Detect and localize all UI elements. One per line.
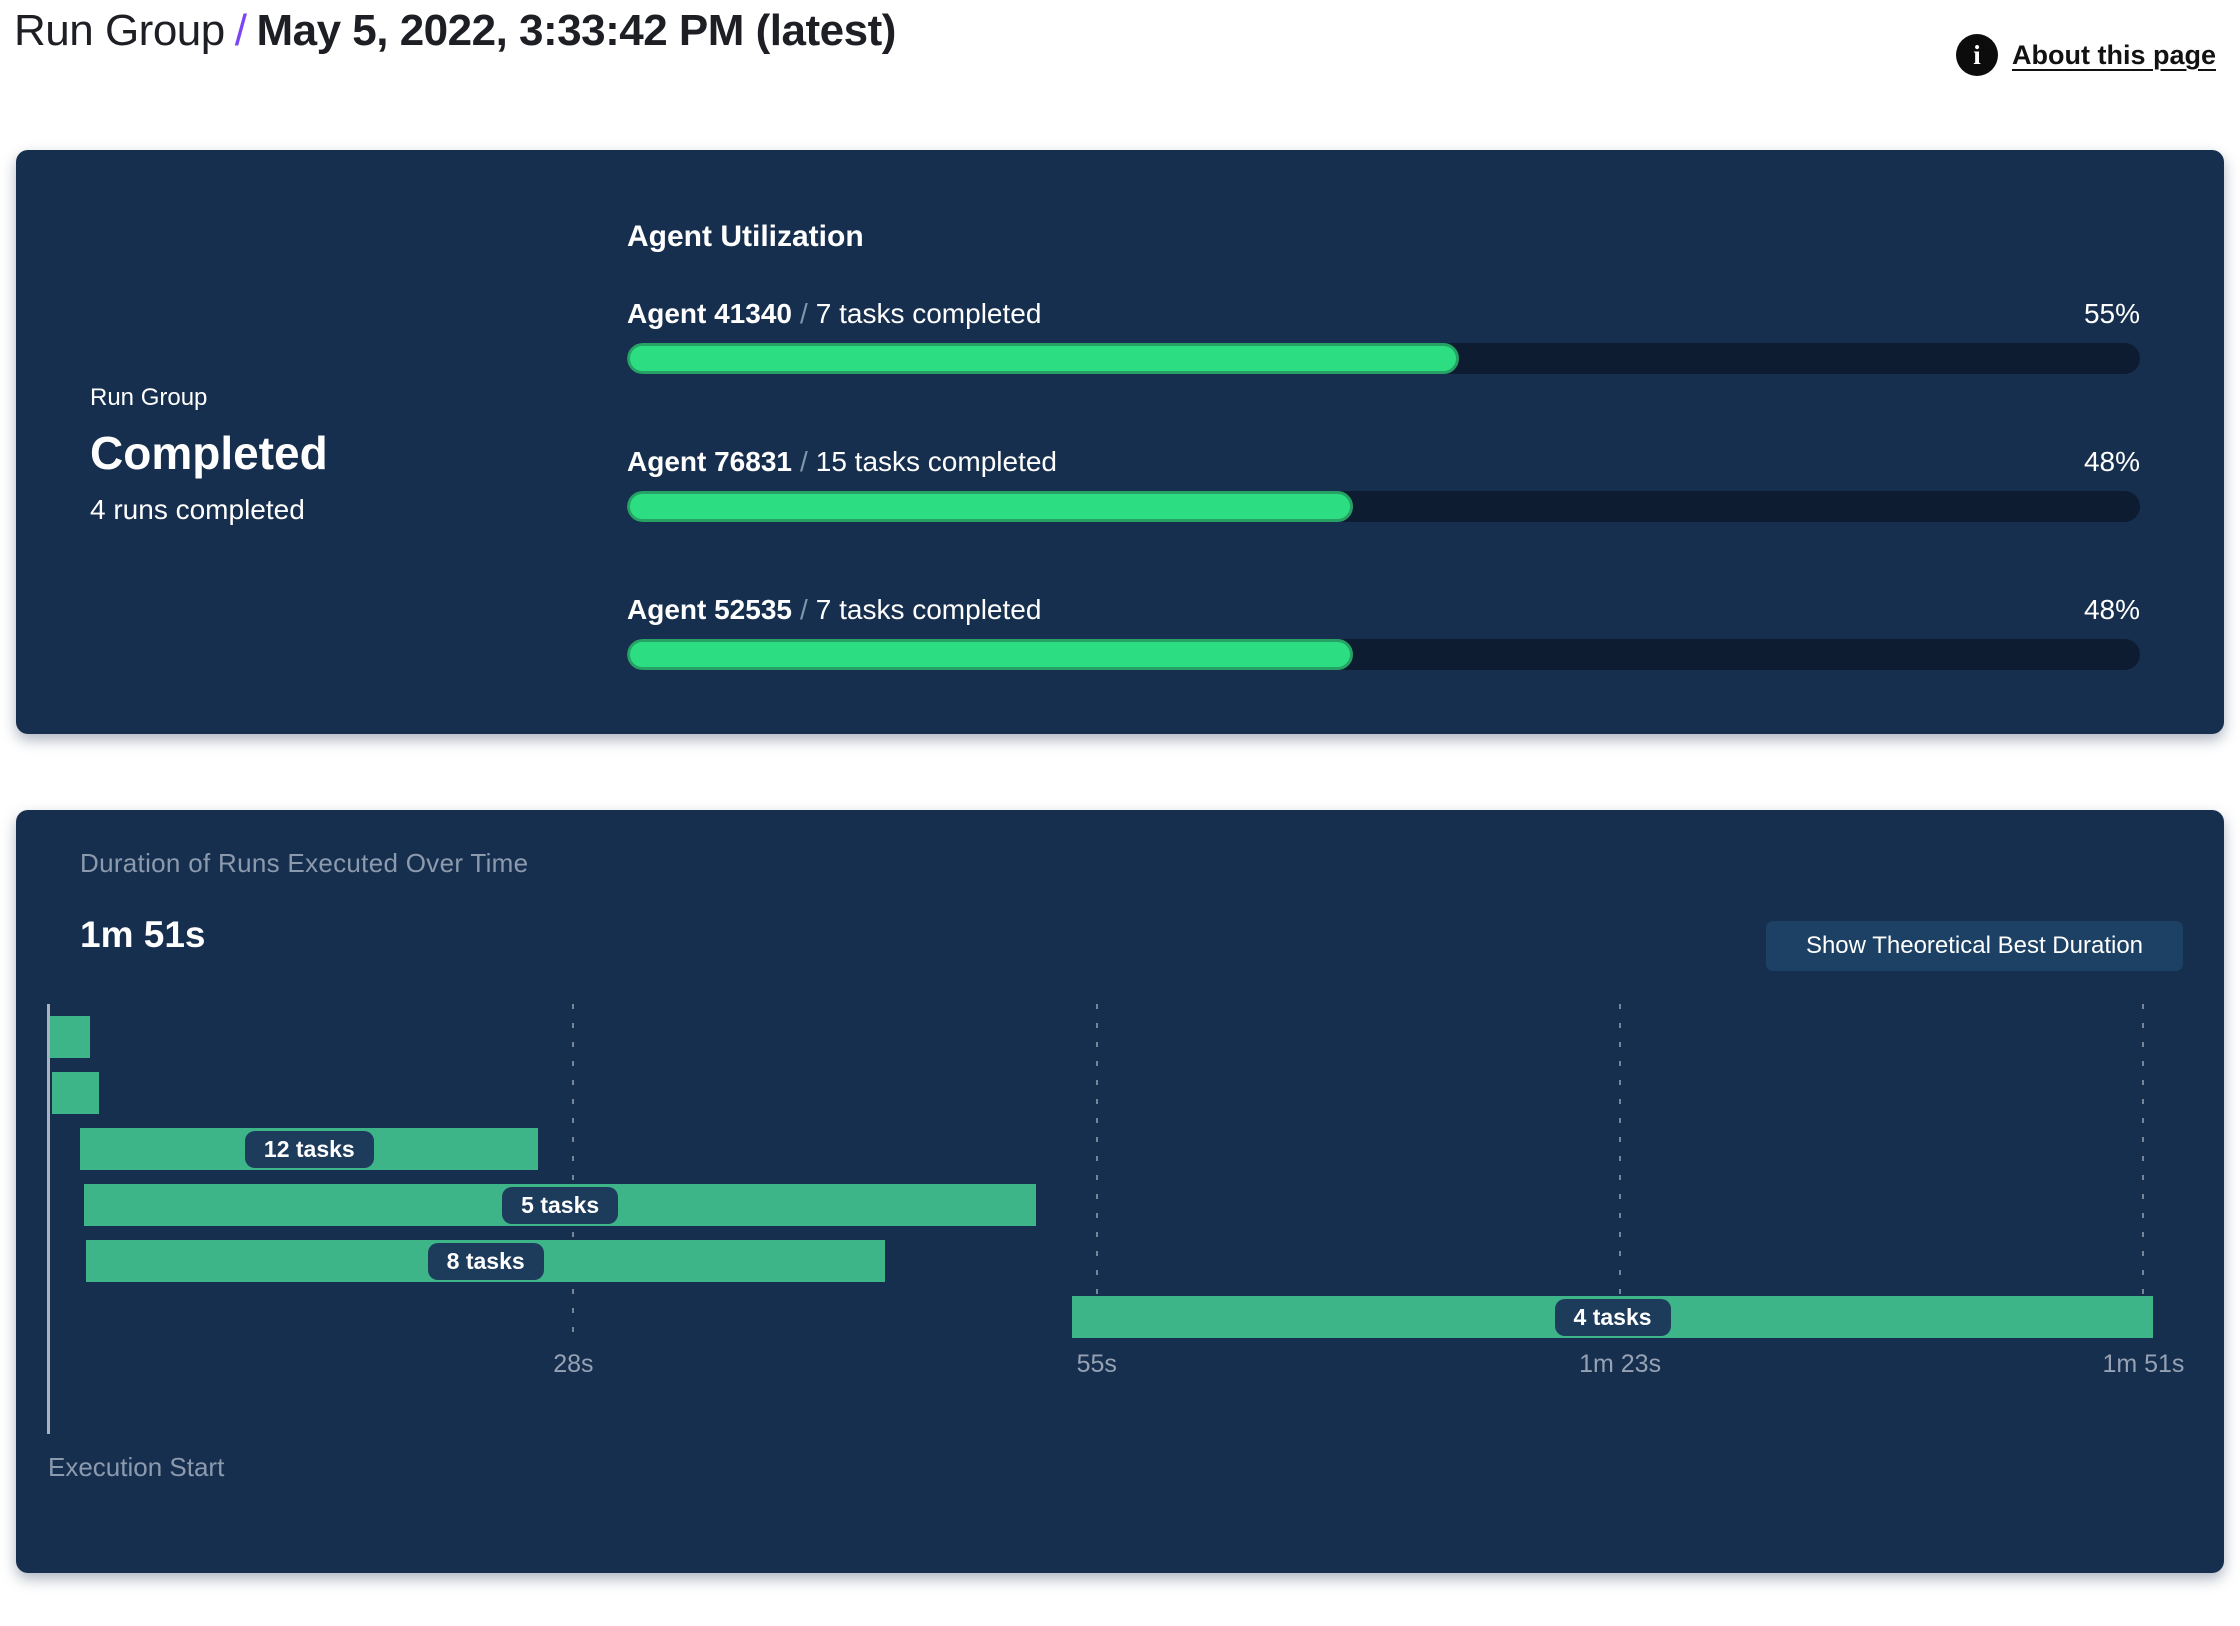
utilization-progress-track <box>627 639 2140 670</box>
page-header: Run Group / May 5, 2022, 3:33:42 PM (lates… <box>14 6 2226 86</box>
agent-utilization-heading: Agent Utilization <box>627 220 864 253</box>
run-bar[interactable]: 12 tasks <box>80 1128 539 1170</box>
about-link-label: About this page <box>2012 39 2216 70</box>
gantt-chart: 28s 55s 1m 23s 1m 51s 12 tasks 5 tasks 8 tasks… <box>16 1004 2224 1484</box>
agent-utilization-row: Agent 52535/7 tasks completed 48% <box>627 594 2140 674</box>
gridline <box>1619 1004 1622 1345</box>
gridline <box>1095 1004 1098 1345</box>
run-bar[interactable] <box>50 1016 90 1058</box>
agent-name: Agent 52535 <box>627 594 792 625</box>
total-duration-value: 1m 51s <box>80 914 206 955</box>
status-text: Completed <box>90 427 328 479</box>
agent-label: Agent 41340/7 tasks completed <box>627 298 1041 330</box>
agent-name: Agent 76831 <box>627 446 792 477</box>
gridline <box>572 1004 575 1345</box>
agent-label-separator: / <box>799 446 808 477</box>
agent-name: Agent 41340 <box>627 298 792 329</box>
run-timestamp-title: May 5, 2022, 3:33:42 PM (latest) <box>256 6 896 55</box>
run-bar[interactable]: 8 tasks <box>85 1240 886 1282</box>
execution-start-label: Execution Start <box>48 1452 225 1482</box>
run-bar[interactable] <box>51 1072 100 1114</box>
run-summary-panel: Run Group Completed 4 runs completed Age… <box>16 150 2224 734</box>
info-icon: i <box>1956 34 1998 76</box>
agent-label: Agent 76831/15 tasks completed <box>627 446 1057 478</box>
show-theoretical-best-duration-button[interactable]: Show Theoretical Best Duration <box>1766 921 2183 971</box>
axis-tick-label: 1m 23s <box>1579 1350 1662 1378</box>
agent-tasks-text: 7 tasks completed <box>815 298 1042 329</box>
utilization-progress-fill <box>627 639 1354 670</box>
about-this-page-link[interactable]: i About this page <box>1956 34 2216 76</box>
agent-utilization-row: Agent 76831/15 tasks completed 48% <box>627 446 2140 526</box>
utilization-progress-track <box>627 343 2140 374</box>
gridline <box>2142 1004 2145 1345</box>
agent-tasks-text: 7 tasks completed <box>815 594 1042 625</box>
task-count-badge: 8 tasks <box>427 1242 544 1280</box>
axis-tick-label: 55s <box>1076 1350 1117 1378</box>
utilization-percent: 55% <box>2083 298 2140 329</box>
execution-start-axis-line <box>47 1004 50 1434</box>
duration-chart-title: Duration of Runs Executed Over Time <box>80 848 529 878</box>
utilization-progress-fill <box>627 491 1354 522</box>
utilization-progress-fill <box>627 343 1460 374</box>
agent-utilization-row: Agent 41340/7 tasks completed 55% <box>627 298 2140 378</box>
axis-tick-label: 28s <box>553 1350 594 1378</box>
agent-label-separator: / <box>799 594 808 625</box>
page-title: Run Group / May 5, 2022, 3:33:42 PM (lates… <box>14 6 2226 56</box>
breadcrumb: Run Group <box>14 6 225 55</box>
utilization-progress-track <box>627 491 2140 522</box>
duration-panel: Duration of Runs Executed Over Time 1m 5… <box>16 810 2224 1573</box>
run-group-label: Run Group <box>90 384 208 411</box>
task-count-badge: 12 tasks <box>244 1130 374 1168</box>
agent-label-separator: / <box>799 298 808 329</box>
breadcrumb-separator: / <box>234 6 247 55</box>
agent-tasks-text: 15 tasks completed <box>815 446 1057 477</box>
task-count-badge: 4 tasks <box>1554 1298 1671 1336</box>
utilization-percent: 48% <box>2083 594 2140 625</box>
run-bar[interactable]: 4 tasks <box>1072 1296 2153 1338</box>
agent-label: Agent 52535/7 tasks completed <box>627 594 1041 626</box>
utilization-percent: 48% <box>2083 446 2140 477</box>
run-bar[interactable]: 5 tasks <box>83 1184 1037 1226</box>
axis-tick-label: 1m 51s <box>2102 1350 2185 1378</box>
task-count-badge: 5 tasks <box>502 1186 619 1224</box>
runs-completed-text: 4 runs completed <box>90 494 305 525</box>
